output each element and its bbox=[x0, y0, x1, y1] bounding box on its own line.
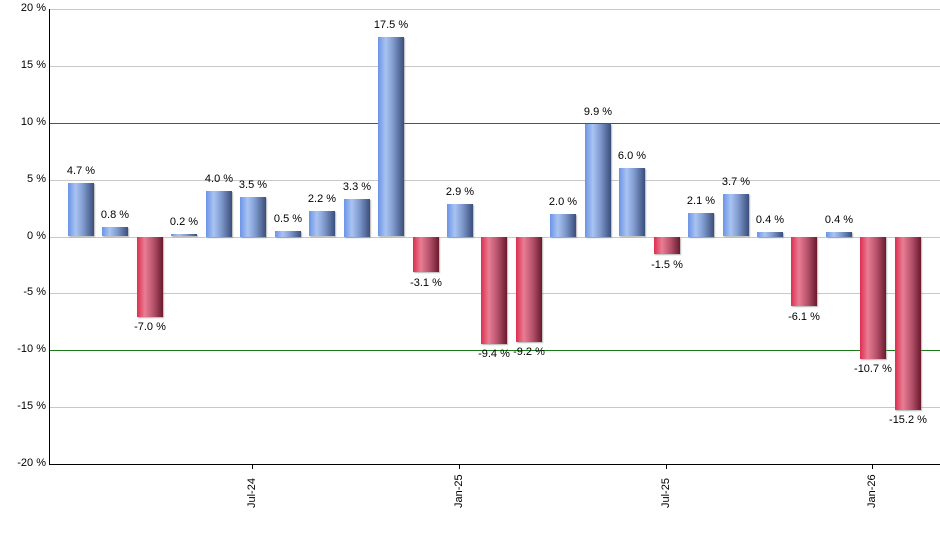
bar-value-label: 0.4 % bbox=[755, 214, 785, 226]
bar-value-label: -10.7 % bbox=[854, 363, 892, 375]
y-tick-label: 20 % bbox=[20, 2, 46, 14]
bar-value-label: 17.5 % bbox=[373, 19, 409, 31]
bar bbox=[481, 237, 507, 344]
y-axis-line bbox=[49, 9, 50, 465]
bar bbox=[206, 191, 232, 237]
bar bbox=[757, 232, 783, 237]
bar bbox=[791, 237, 817, 306]
bar-value-label: 9.9 % bbox=[583, 106, 613, 118]
bar bbox=[344, 199, 370, 237]
bar bbox=[447, 204, 473, 237]
bar-value-label: 3.7 % bbox=[721, 176, 751, 188]
bar-value-label: 0.8 % bbox=[100, 209, 130, 221]
bar-value-label: 0.2 % bbox=[169, 216, 199, 228]
bar bbox=[688, 213, 714, 237]
bar-value-label: 3.5 % bbox=[238, 179, 268, 191]
reference-line bbox=[50, 350, 940, 351]
gridline bbox=[50, 9, 940, 10]
y-tick-label: 5 % bbox=[27, 173, 46, 185]
gridline bbox=[50, 66, 940, 67]
bar-value-label: 4.0 % bbox=[204, 173, 234, 185]
x-tick-label: Jan-25 bbox=[453, 474, 465, 508]
x-tick-label: Jan-26 bbox=[866, 474, 878, 508]
x-axis-line bbox=[49, 464, 940, 465]
bar-value-label: -7.0 % bbox=[134, 321, 166, 333]
bar bbox=[240, 197, 266, 237]
bar bbox=[171, 234, 197, 236]
bar bbox=[275, 231, 301, 237]
bar-value-label: -6.1 % bbox=[788, 311, 820, 323]
bar bbox=[895, 237, 921, 410]
y-tick-label: -20 % bbox=[17, 457, 46, 469]
bar-value-label: 2.0 % bbox=[548, 196, 578, 208]
bar bbox=[516, 237, 542, 342]
y-tick-label: -10 % bbox=[17, 343, 46, 355]
bar-value-label: 2.2 % bbox=[307, 193, 337, 205]
reference-line bbox=[50, 123, 940, 124]
bar bbox=[860, 237, 886, 359]
x-tick-label: Jul-25 bbox=[660, 478, 672, 508]
bar bbox=[585, 124, 611, 237]
x-tick-label: Jul-24 bbox=[246, 478, 258, 508]
bar bbox=[723, 194, 749, 236]
bar bbox=[137, 237, 163, 317]
y-tick-label: -15 % bbox=[17, 400, 46, 412]
bar-value-label: 2.9 % bbox=[445, 186, 475, 198]
y-tick-label: 0 % bbox=[27, 230, 46, 242]
bar bbox=[378, 37, 404, 236]
bar bbox=[68, 183, 94, 236]
bar-value-label: 6.0 % bbox=[617, 150, 647, 162]
bar-value-label: 0.4 % bbox=[824, 214, 854, 226]
x-tick bbox=[459, 464, 460, 469]
bar bbox=[550, 214, 576, 237]
bar bbox=[413, 237, 439, 272]
bar bbox=[619, 168, 645, 236]
bar-value-label: -9.2 % bbox=[513, 346, 545, 358]
bar bbox=[309, 211, 335, 236]
gridline bbox=[50, 407, 940, 408]
bar bbox=[826, 232, 852, 237]
bar-value-label: -3.1 % bbox=[410, 277, 442, 289]
x-tick bbox=[666, 464, 667, 469]
bar-value-label: -15.2 % bbox=[889, 414, 927, 426]
bar bbox=[102, 227, 128, 236]
y-tick-label: 15 % bbox=[20, 59, 46, 71]
bar-value-label: -1.5 % bbox=[651, 259, 683, 271]
y-tick-label: 10 % bbox=[20, 116, 46, 128]
gridline bbox=[50, 180, 940, 181]
x-tick bbox=[252, 464, 253, 469]
bar-value-label: 2.1 % bbox=[686, 195, 716, 207]
bar-value-label: -9.4 % bbox=[478, 348, 510, 360]
y-tick-label: -5 % bbox=[23, 286, 46, 298]
bar-value-label: 3.3 % bbox=[342, 181, 372, 193]
bar-value-label: 0.5 % bbox=[273, 213, 303, 225]
bar bbox=[654, 237, 680, 254]
x-tick bbox=[872, 464, 873, 469]
bar-value-label: 4.7 % bbox=[66, 165, 96, 177]
